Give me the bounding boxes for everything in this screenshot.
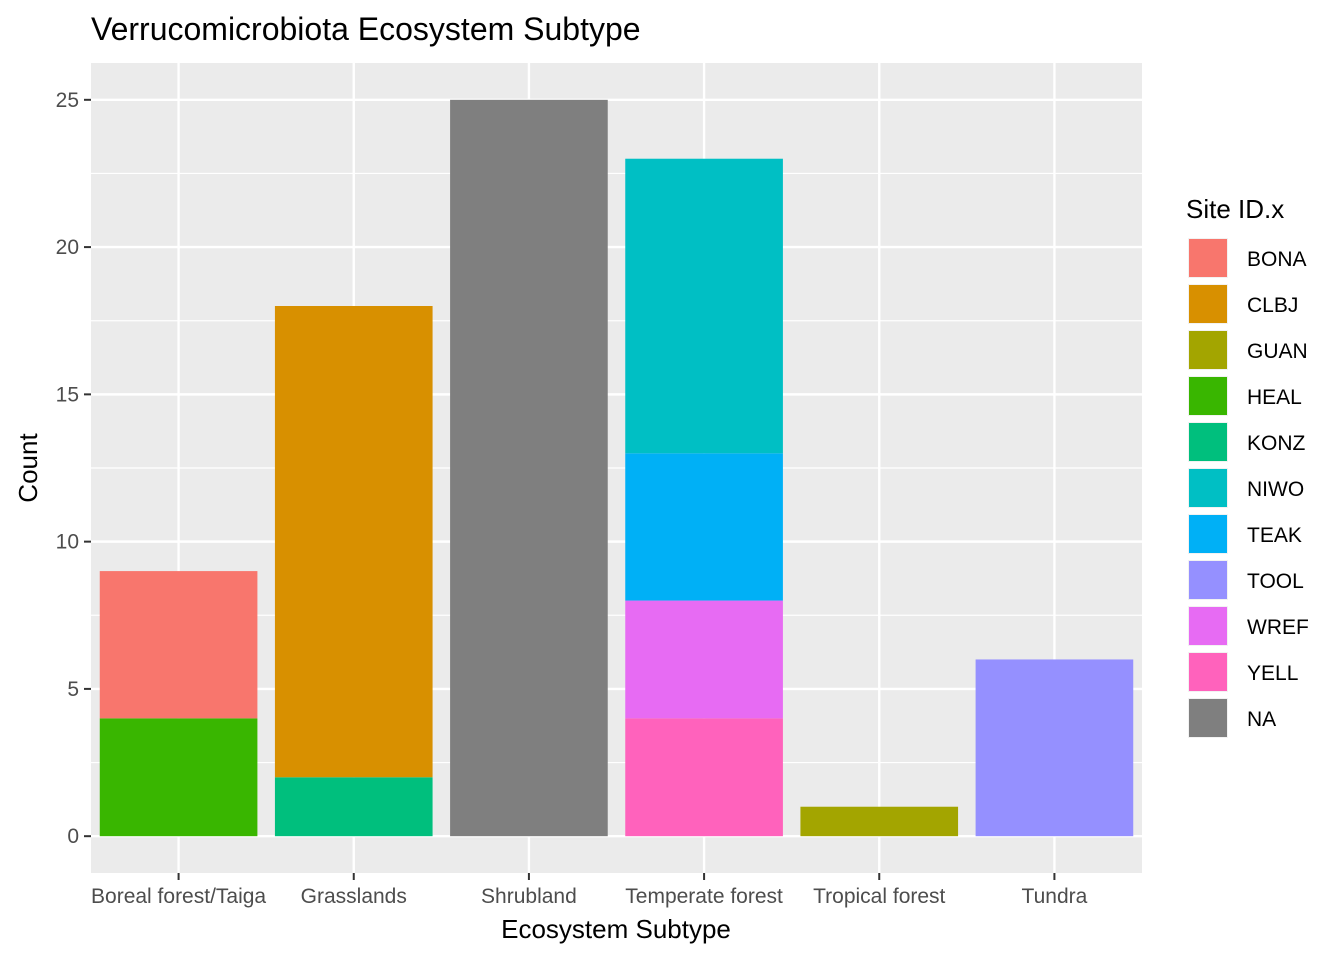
legend-label: TEAK xyxy=(1247,524,1302,547)
x-tick-label: Boreal forest/Taiga xyxy=(91,885,266,908)
bar-segment xyxy=(800,806,959,837)
bar-segment xyxy=(450,99,608,837)
bar-segment xyxy=(625,453,783,601)
legend: Site ID.x BONA CLBJ GUAN HEAL KONZ NIWO TEAK TO… xyxy=(1186,194,1309,738)
legend-swatch xyxy=(1189,653,1227,691)
bar-segment xyxy=(99,571,258,719)
bar-segment xyxy=(274,777,433,837)
legend-label: CLBJ xyxy=(1247,294,1298,317)
legend-swatch xyxy=(1189,239,1227,277)
legend-swatch xyxy=(1189,561,1227,599)
bar-segment xyxy=(625,158,783,454)
chart-title: Verrucomicrobiota Ecosystem Subtype xyxy=(91,11,641,47)
legend-label: YELL xyxy=(1247,662,1298,685)
legend-label: KONZ xyxy=(1247,432,1306,455)
x-tick-label: Tundra xyxy=(1022,885,1088,908)
y-tick-label: 5 xyxy=(67,678,79,701)
legend-title: Site ID.x xyxy=(1186,194,1284,224)
y-tick-label: 15 xyxy=(56,383,79,406)
legend-swatch xyxy=(1189,699,1227,737)
y-tick-label: 25 xyxy=(56,89,79,112)
bar-segment xyxy=(625,600,783,719)
legend-swatch xyxy=(1189,469,1227,507)
legend-label: HEAL xyxy=(1247,386,1302,409)
x-tick-label: Tropical forest xyxy=(813,885,945,908)
x-axis: Boreal forest/Taiga Grasslands Shrubland Te… xyxy=(91,873,1088,908)
x-tick-label: Temperate forest xyxy=(625,885,783,908)
bar-segment xyxy=(975,659,1134,837)
legend-label: TOOL xyxy=(1247,570,1304,593)
bar-segment xyxy=(274,306,433,778)
legend-label: NIWO xyxy=(1247,478,1304,501)
legend-label: WREF xyxy=(1247,616,1309,639)
y-tick-label: 10 xyxy=(56,531,79,554)
legend-label: GUAN xyxy=(1247,340,1308,363)
legend-swatch xyxy=(1189,607,1227,645)
y-tick-label: 20 xyxy=(56,236,79,259)
bar-segment xyxy=(99,718,258,837)
bar-segment xyxy=(625,718,783,837)
legend-swatch xyxy=(1189,285,1227,323)
x-tick-label: Grasslands xyxy=(301,885,407,908)
legend-swatch xyxy=(1189,377,1227,415)
legend-swatch xyxy=(1189,423,1227,461)
y-tick-label: 0 xyxy=(67,825,79,848)
legend-swatch xyxy=(1189,331,1227,369)
x-axis-title: Ecosystem Subtype xyxy=(501,914,731,944)
legend-label: NA xyxy=(1247,708,1276,731)
y-axis-title: Count xyxy=(13,433,43,503)
legend-swatch xyxy=(1189,515,1227,553)
x-tick-label: Shrubland xyxy=(481,885,577,908)
bars xyxy=(99,99,1134,837)
y-axis: 0 5 10 15 20 25 xyxy=(56,89,91,848)
legend-label: BONA xyxy=(1247,248,1307,271)
